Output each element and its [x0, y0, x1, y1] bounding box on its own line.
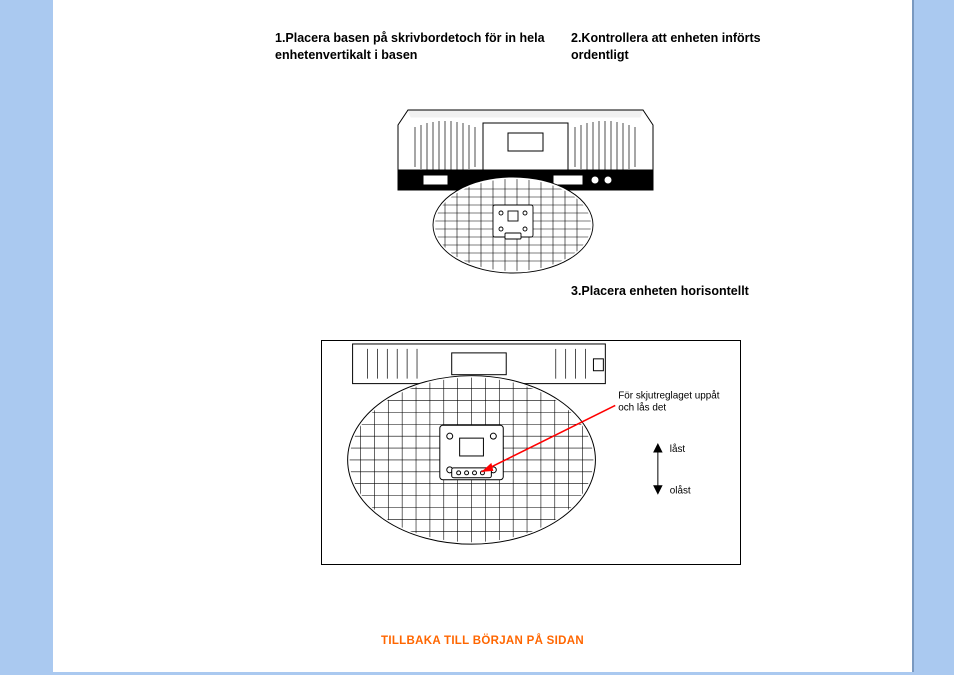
- step-3-text: 3.Placera enheten horisontellt: [571, 283, 831, 300]
- state-unlocked: olåst: [670, 486, 691, 497]
- annotation-line1: För skjutreglaget uppåt: [618, 390, 720, 401]
- content-area: 1.Placera basen på skrivbordetoch för in…: [53, 0, 912, 672]
- step-1-text: 1.Placera basen på skrivbordetoch för in…: [275, 30, 555, 64]
- back-to-top-link[interactable]: TILLBAKA TILL BÖRJAN PÅ SIDAN: [53, 635, 912, 647]
- diagram-top: [353, 105, 693, 280]
- annotation-line2: och lås det: [618, 402, 666, 413]
- document-page: 1.Placera basen på skrivbordetoch för in…: [53, 0, 914, 672]
- diagram-bottom: För skjutreglaget uppåt och lås det låst…: [321, 340, 741, 565]
- step-2-text: 2.Kontrollera att enheten införts ordent…: [571, 30, 821, 64]
- state-locked: låst: [670, 444, 686, 455]
